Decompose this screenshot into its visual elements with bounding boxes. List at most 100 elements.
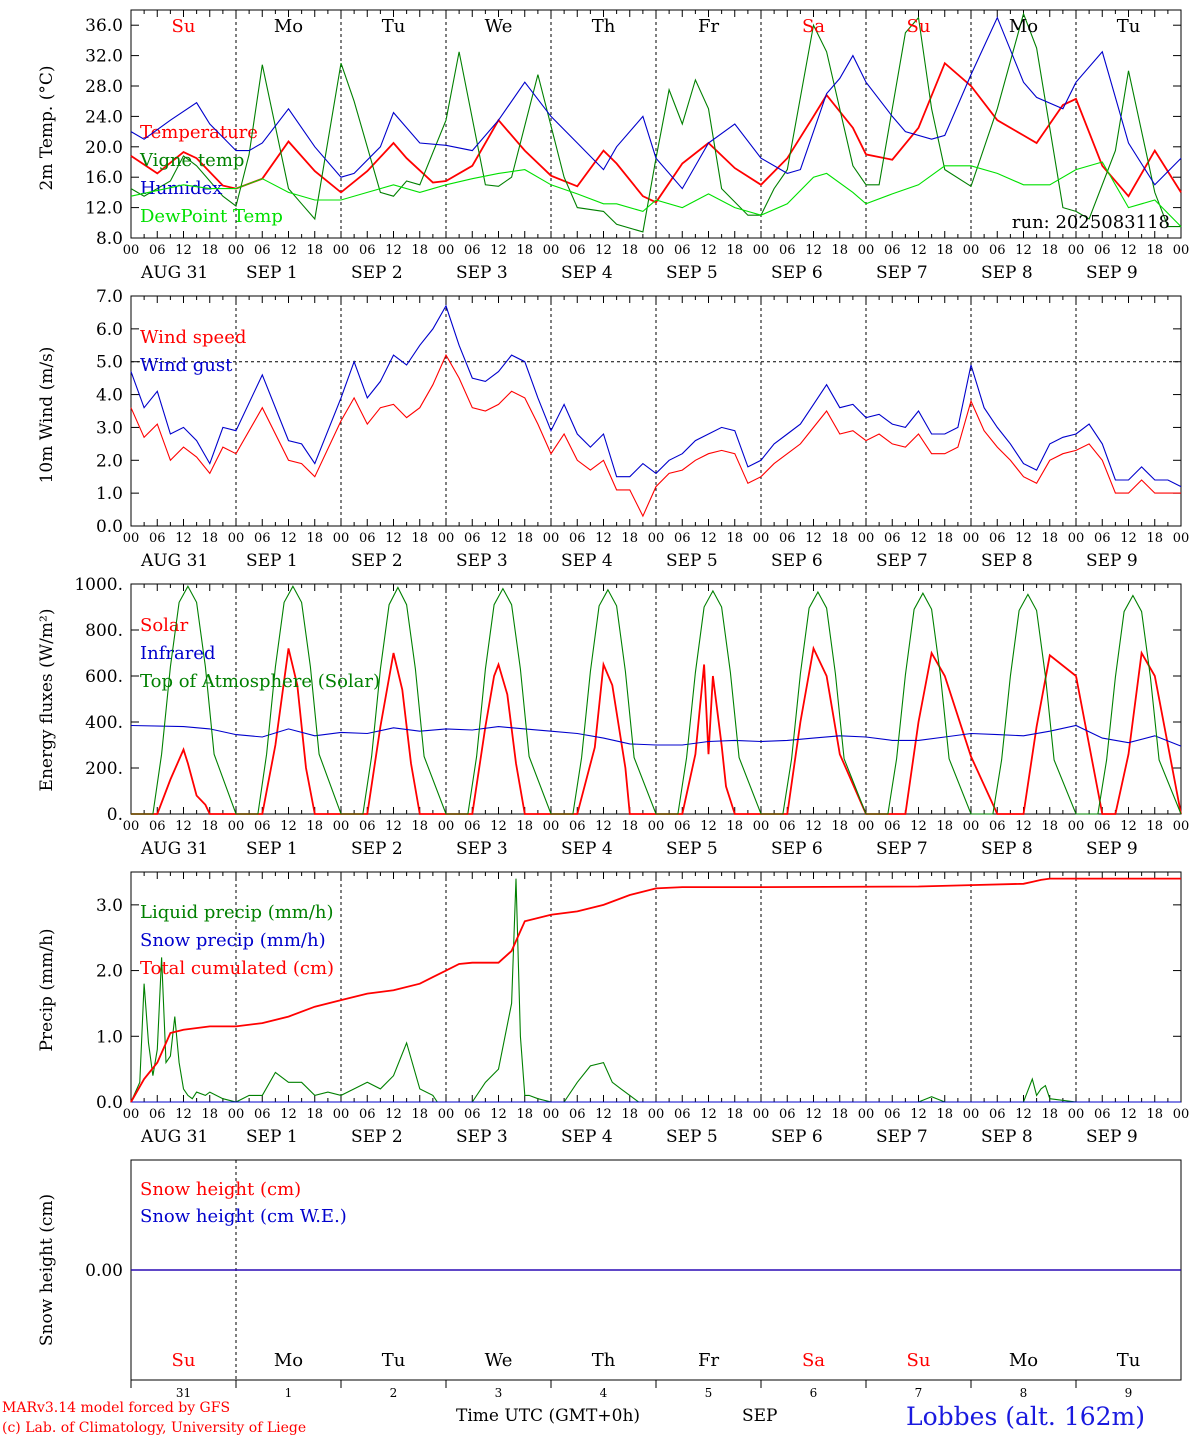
panel5-weekday-label: Fr <box>698 1350 719 1371</box>
panel3-date-label: SEP 3 <box>456 839 508 859</box>
panel1-hour-label: 00 <box>1068 243 1085 258</box>
panel3-hour-label: 12 <box>490 819 507 834</box>
panel4-date-label: SEP 9 <box>1086 1127 1138 1147</box>
panel3-hour-label: 00 <box>333 819 350 834</box>
panel1-hour-label: 18 <box>621 243 638 258</box>
panel4-hour-label: 12 <box>1015 1107 1032 1122</box>
panel4-hour-label: 06 <box>569 1107 586 1122</box>
panel2-date-label: SEP 3 <box>456 551 508 571</box>
panel4-ytick-label: 1.0 <box>96 1027 123 1047</box>
panel3-hour-label: 00 <box>543 819 560 834</box>
panel3-ytick-label: 0. <box>107 805 123 825</box>
panel4-hour-label: 00 <box>333 1107 350 1122</box>
panel4-y-axis-title: Precip (mm/h) <box>37 928 57 1051</box>
panel1-hour-label: 00 <box>858 243 875 258</box>
panel1-weekday-label: Th <box>592 16 616 37</box>
panel2-hour-label: 00 <box>438 531 455 546</box>
panel1-hour-label: 00 <box>123 243 140 258</box>
panel1-hour-label: 06 <box>989 243 1006 258</box>
panel3-hour-label: 12 <box>700 819 717 834</box>
panel4-date-label: SEP 5 <box>666 1127 718 1147</box>
run-label: run: 2025083118 <box>1012 212 1170 233</box>
panel2-hour-label: 12 <box>1120 531 1137 546</box>
panel4-date-label: SEP 6 <box>771 1127 823 1147</box>
panel1-series-vigne-temp-legend: Vigne temp <box>139 150 244 171</box>
panel4-hour-label: 00 <box>123 1107 140 1122</box>
panel1-hour-label: 00 <box>753 243 770 258</box>
panel2-series-wind-gust-legend: Wind gust <box>140 355 233 376</box>
panel4-hour-label: 18 <box>411 1107 428 1122</box>
panel2-hour-label: 18 <box>621 531 638 546</box>
panel1-weekday-label: Tu <box>1117 16 1141 37</box>
panel2-hour-label: 00 <box>963 531 980 546</box>
panel3-hour-label: 00 <box>1068 819 1085 834</box>
panel1-series-vigne-temp-line <box>130 12 1181 233</box>
panel5-series-snow-height-cm-legend: Snow height (cm) <box>140 1179 301 1200</box>
panel2-ytick-label: 0.0 <box>96 517 123 537</box>
panel2-ytick-label: 4.0 <box>96 386 123 406</box>
day-number-label: 4 <box>600 1386 608 1400</box>
panel2-hour-label: 18 <box>936 531 953 546</box>
panel3-hour-label: 06 <box>149 819 166 834</box>
panel1-weekday-label: Fr <box>698 16 719 37</box>
panel2-hour-label: 12 <box>280 531 297 546</box>
day-number-label: 1 <box>285 1386 293 1400</box>
panel1-hour-label: 18 <box>516 243 533 258</box>
panel3-hour-label: 06 <box>884 819 901 834</box>
panel1-weekday-label: Mo <box>274 16 303 37</box>
panel1-hour-label: 00 <box>963 243 980 258</box>
panel1-date-label: SEP 5 <box>666 263 718 283</box>
panel1-hour-label: 12 <box>1120 243 1137 258</box>
panel2-hour-label: 00 <box>228 531 245 546</box>
panel5-weekday-label: Tu <box>1117 1350 1141 1371</box>
panel3-hour-label: 18 <box>831 819 848 834</box>
panel3-hour-label: 06 <box>674 819 691 834</box>
panel4-hour-label: 18 <box>726 1107 743 1122</box>
panel2-hour-label: 18 <box>201 531 218 546</box>
panel2-hour-label: 06 <box>464 531 481 546</box>
panel4-series-liquid-precip-mm-h-legend: Liquid precip (mm/h) <box>140 902 334 923</box>
panel4-hour-label: 12 <box>1120 1107 1137 1122</box>
day-number-label: 31 <box>176 1386 191 1400</box>
panel1-hour-label: 18 <box>1041 243 1058 258</box>
panel2-date-label: SEP 8 <box>981 551 1033 571</box>
panel4-hour-label: 18 <box>831 1107 848 1122</box>
panel2-hour-label: 12 <box>385 531 402 546</box>
panel4-date-label: SEP 2 <box>351 1127 403 1147</box>
day-number-label: 6 <box>810 1386 818 1400</box>
panel2-date-label: SEP 4 <box>561 551 613 571</box>
panel3-hour-label: 18 <box>516 819 533 834</box>
panel1-hour-label: 12 <box>385 243 402 258</box>
panel1-date-label: AUG 31 <box>140 263 208 283</box>
panel3-date-label: SEP 1 <box>246 839 298 859</box>
panel5-weekday-label: Su <box>172 1350 196 1371</box>
panel3-date-label: SEP 6 <box>771 839 823 859</box>
panel2-hour-label: 12 <box>1015 531 1032 546</box>
panel2-ytick-label: 7.0 <box>96 287 123 307</box>
panel1-hour-label: 06 <box>464 243 481 258</box>
panel4-hour-label: 18 <box>621 1107 638 1122</box>
panel2-ytick-label: 2.0 <box>96 451 123 471</box>
panel2-hour-label: 06 <box>149 531 166 546</box>
panel2-ytick-label: 5.0 <box>96 353 123 373</box>
panel1-y-axis-title: 2m Temp. (°C) <box>37 65 57 190</box>
panel2-hour-label: 12 <box>805 531 822 546</box>
panel1-hour-label: 06 <box>674 243 691 258</box>
panel3-date-label: AUG 31 <box>140 839 208 859</box>
panel4-date-label: SEP 8 <box>981 1127 1033 1147</box>
panel1-date-label: SEP 7 <box>876 263 928 283</box>
panel1-series-dewpoint-temp-legend: DewPoint Temp <box>140 206 283 227</box>
panel1-ytick-label: 28.0 <box>85 77 123 97</box>
panel2-date-label: SEP 7 <box>876 551 928 571</box>
panel1-date-label: SEP 4 <box>561 263 613 283</box>
panel5-weekday-label: Su <box>907 1350 931 1371</box>
panel1-hour-label: 06 <box>779 243 796 258</box>
panel2-hour-label: 18 <box>831 531 848 546</box>
panel1-hour-label: 00 <box>543 243 560 258</box>
panel2-hour-label: 18 <box>1041 531 1058 546</box>
panel3-hour-label: 18 <box>621 819 638 834</box>
day-number-label: 2 <box>390 1386 398 1400</box>
panel2-ytick-label: 3.0 <box>96 418 123 438</box>
panel3-date-label: SEP 5 <box>666 839 718 859</box>
panel3-hour-label: 06 <box>569 819 586 834</box>
